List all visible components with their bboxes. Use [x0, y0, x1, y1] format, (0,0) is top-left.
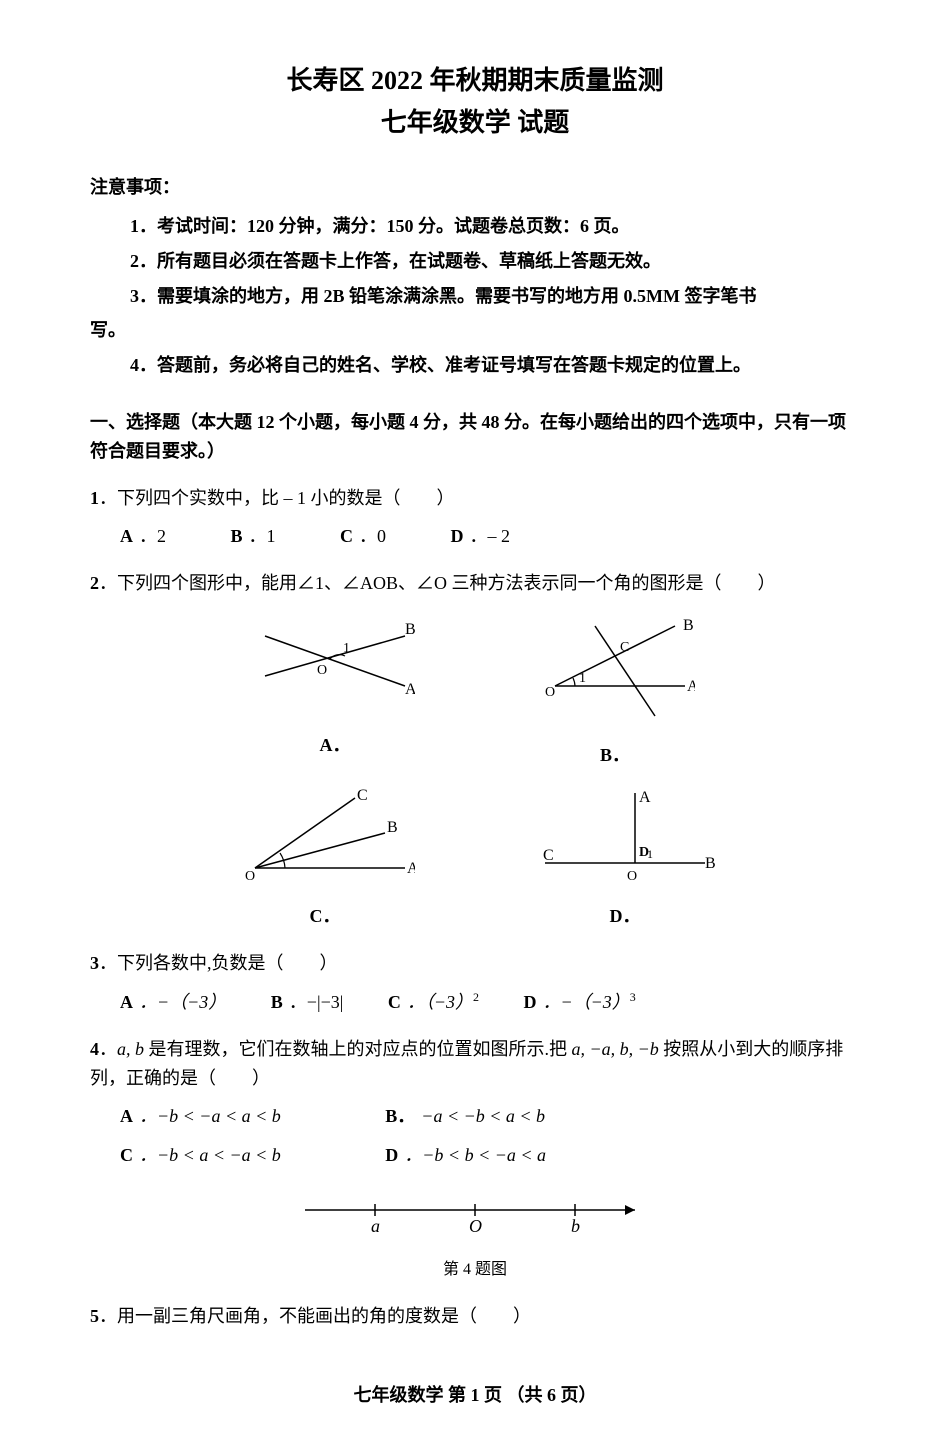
q3-opt-b: B．−|−3| [271, 988, 344, 1017]
svg-text:A: A [405, 681, 415, 698]
svg-text:C: C [543, 847, 554, 864]
svg-text:O: O [627, 869, 637, 884]
notice-header: 注意事项： [90, 173, 860, 202]
q2-figure-d-label: D． [535, 902, 715, 931]
q4-num: 4 [90, 1039, 99, 1059]
q4-opt-c: C．−b < a < −a < b [120, 1141, 281, 1170]
q4-text: ．a, b 是有理数，它们在数轴上的对应点的位置如图所示.把 a, −a, b,… [90, 1039, 843, 1088]
svg-text:A: A [687, 678, 695, 695]
q3-text: ．下列各数中,负数是（ ） [99, 953, 338, 973]
q4-options-row2: C．−b < a < −a < b D．−b < b < −a < a [120, 1141, 860, 1170]
notice-item-3: 3．需要填涂的地方，用 2B 铅笔涂满涂黑。需要书写的地方用 0.5MM 签字笔… [130, 282, 860, 311]
q2-figure-a: 1 O B A A． [255, 616, 415, 770]
q4-options-row1: A．−b < −a < a < b B．−a < −b < a < b [120, 1102, 860, 1131]
q1-opt-d: D．– 2 [451, 522, 511, 551]
title-line-1: 长寿区 2022 年秋期期末质量监测 [90, 60, 860, 102]
notice-item-3-tail: 写。 [90, 316, 860, 345]
q2-figure-a-label: A． [255, 731, 415, 760]
q1-num: 1 [90, 488, 99, 508]
question-1: 1．下列四个实数中，比 – 1 小的数是（ ） [90, 484, 860, 513]
q1-opt-a: A．2 [120, 522, 166, 551]
svg-text:1: 1 [343, 641, 350, 656]
q3-opt-d: D．−（−3）3 [523, 988, 635, 1017]
svg-text:O: O [317, 663, 327, 678]
svg-text:B: B [405, 621, 415, 638]
svg-text:B: B [683, 617, 694, 634]
section-1-header: 一、选择题（本大题 12 个小题，每小题 4 分，共 48 分。在每小题给出的四… [90, 408, 860, 466]
number-line-svg: a O b [295, 1190, 655, 1240]
q3-opt-a: A．−（−3） [120, 988, 226, 1017]
angle-figure-b-svg: 1 O B A C [535, 616, 695, 726]
q2-figure-d: O A B C D 1 D． [535, 788, 715, 932]
svg-text:b: b [571, 1216, 580, 1236]
q2-text: ．下列四个图形中，能用∠1、∠AOB、∠O 三种方法表示同一个角的图形是（ ） [99, 573, 776, 593]
svg-text:1: 1 [647, 847, 653, 861]
page-footer: 七年级数学 第 1 页 （共 6 页） [90, 1381, 860, 1410]
svg-text:O: O [545, 685, 555, 700]
q2-figure-c-label: C． [235, 902, 415, 931]
q4-opt-a: A．−b < −a < a < b [120, 1102, 281, 1131]
q2-figures-row-2: O A B C C． O A B C D 1 D． [90, 788, 860, 932]
notice-item-2: 2．所有题目必须在答题卡上作答，在试题卷、草稿纸上答题无效。 [130, 247, 860, 276]
q1-opt-c: C．0 [340, 522, 386, 551]
q2-num: 2 [90, 573, 99, 593]
q3-num: 3 [90, 953, 99, 973]
q2-figure-b: 1 O B A C B． [535, 616, 695, 770]
svg-text:O: O [245, 869, 255, 884]
q2-figure-c: O A B C C． [235, 788, 415, 932]
svg-text:A: A [639, 789, 651, 806]
angle-figure-a-svg: 1 O B A [255, 616, 415, 716]
notice-item-4: 4．答题前，务必将自己的姓名、学校、准考证号填写在答题卡规定的位置上。 [130, 351, 860, 380]
q3-opt-c: C．（−3）2 [388, 988, 479, 1017]
svg-text:B: B [705, 855, 715, 872]
q2-figures-row-1: 1 O B A A． 1 O B A C B． [90, 616, 860, 770]
q4-opt-b: B．−a < −b < a < b [385, 1102, 545, 1131]
svg-text:a: a [371, 1216, 380, 1236]
angle-figure-d-svg: O A B C D 1 [535, 788, 715, 888]
svg-text:C: C [357, 788, 368, 804]
svg-text:O: O [469, 1216, 482, 1236]
q4-caption: 第 4 题图 [90, 1257, 860, 1283]
question-5: 5．用一副三角尺画角，不能画出的角的度数是（ ） [90, 1302, 860, 1331]
title-line-2: 七年级数学 试题 [90, 102, 860, 144]
q5-text: ．用一副三角尺画角，不能画出的角的度数是（ ） [99, 1306, 531, 1326]
q4-number-line: a O b [90, 1190, 860, 1249]
svg-text:1: 1 [579, 671, 586, 686]
q1-opt-b: B．1 [231, 522, 276, 551]
question-4: 4．a, b 是有理数，它们在数轴上的对应点的位置如图所示.把 a, −a, b… [90, 1035, 860, 1093]
svg-text:A: A [407, 860, 415, 877]
svg-text:C: C [620, 640, 629, 655]
q5-num: 5 [90, 1306, 99, 1326]
exam-title: 长寿区 2022 年秋期期末质量监测 七年级数学 试题 [90, 60, 860, 143]
q2-figure-b-label: B． [535, 741, 695, 770]
question-3: 3．下列各数中,负数是（ ） [90, 949, 860, 978]
q3-options: A．−（−3） B．−|−3| C．（−3）2 D．−（−3）3 [120, 988, 860, 1017]
angle-figure-c-svg: O A B C [235, 788, 415, 888]
notice-item-1: 1．考试时间：120 分钟，满分：150 分。试题卷总页数：6 页。 [130, 212, 860, 241]
q1-options: A．2 B．1 C．0 D．– 2 [120, 522, 860, 551]
q4-opt-d: D．−b < b < −a < a [385, 1141, 546, 1170]
svg-text:B: B [387, 819, 398, 836]
question-2: 2．下列四个图形中，能用∠1、∠AOB、∠O 三种方法表示同一个角的图形是（ ） [90, 569, 860, 598]
q1-text: ．下列四个实数中，比 – 1 小的数是（ ） [99, 488, 455, 508]
